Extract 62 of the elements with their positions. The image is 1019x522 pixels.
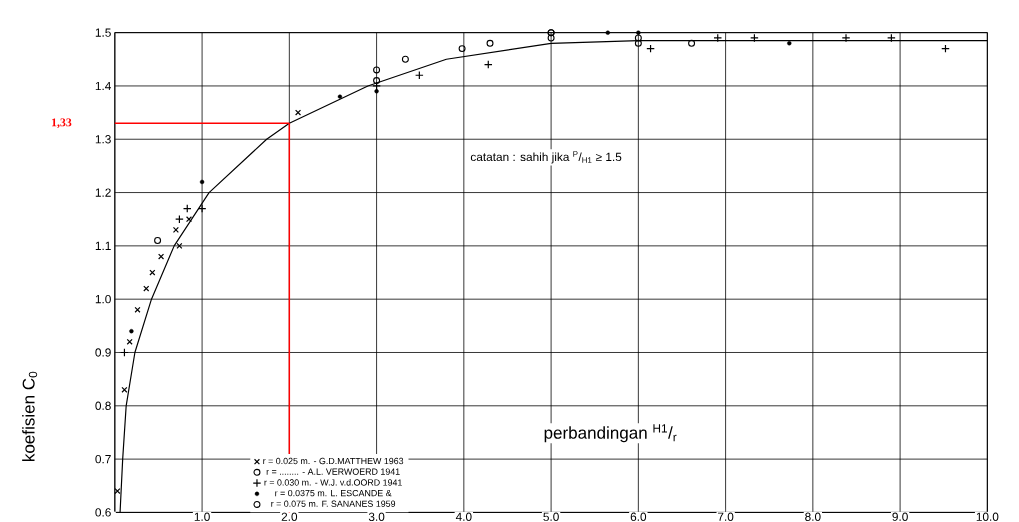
point: [486, 39, 494, 47]
annotation: catatan : sahih jika $^{P}$/$_{H1}$ ≥ 1.5: [470, 151, 622, 164]
x-tick-label: 6.0: [630, 512, 647, 521]
point: [401, 55, 409, 63]
y-tick-label: 0.6: [95, 508, 111, 517]
y-tick-label: 1.0: [95, 294, 111, 304]
ref-line-label: 1,33: [52, 118, 72, 128]
point: [713, 33, 723, 43]
point: [295, 109, 302, 116]
point: [129, 328, 134, 334]
y-tick-label: 1.1: [95, 241, 111, 250]
point: [176, 242, 183, 249]
point: [787, 40, 792, 46]
legend-label: r = 0.075 m. F. SANANES 1959: [271, 500, 396, 507]
y-tick-label: 0.8: [95, 401, 111, 410]
point: [634, 39, 642, 47]
x-tick-label: 2.0: [281, 512, 298, 521]
point: [126, 338, 133, 345]
legend-label: r = 0.030 m. - W.J. v.d.OORD 1941: [264, 478, 402, 486]
point: [688, 39, 696, 47]
point: [197, 204, 207, 213]
x-tick-label: 9.0: [892, 512, 908, 521]
point: [185, 216, 193, 223]
x-tick-label: 1.0: [194, 512, 210, 521]
point: [121, 386, 128, 393]
point: [841, 33, 851, 43]
x-tick-label: 5.0: [543, 512, 559, 521]
legend-label: r = 0.025 m. - G.D.MATTHEW 1963: [263, 457, 404, 464]
point: [547, 34, 555, 42]
point: [373, 66, 381, 74]
point: [199, 179, 205, 184]
legend-label: r = ........ - A.L. VERWOERD 1941: [266, 468, 400, 475]
point: [750, 33, 759, 43]
point: [887, 33, 896, 43]
point: [134, 306, 141, 313]
y-tick-label: 1.3: [95, 134, 111, 144]
x-tick-label: 10.0: [976, 512, 999, 521]
x-tick-label: 4.0: [455, 512, 472, 521]
point: [372, 81, 381, 91]
point: [458, 44, 466, 52]
x-axis-title: perbandingan $^{H1}$/$_{r}$: [544, 424, 677, 443]
y-tick-label: 1.2: [95, 188, 111, 197]
point: [337, 94, 343, 99]
point: [374, 88, 379, 94]
point: [636, 30, 641, 35]
point: [114, 487, 121, 494]
y-axis-title: koefisien C$_{0}$: [22, 371, 38, 461]
legend-label: r = 0.0375 m. L. ESCANDE &: [275, 489, 392, 497]
y-tick-label: 0.7: [95, 454, 111, 464]
x-tick-label: 8.0: [805, 512, 821, 521]
point: [154, 236, 162, 244]
point: [605, 30, 610, 35]
x-tick-label: 3.0: [368, 512, 385, 521]
y-tick-label: 1.4: [95, 81, 111, 90]
point: [634, 34, 642, 42]
x-tick-label: 7.0: [717, 512, 734, 521]
y-tick-label: 1.5: [95, 28, 111, 37]
point: [158, 253, 165, 260]
point: [373, 76, 381, 84]
y-tick-label: 0.9: [95, 348, 111, 357]
point: [143, 285, 150, 292]
point: [149, 269, 156, 276]
